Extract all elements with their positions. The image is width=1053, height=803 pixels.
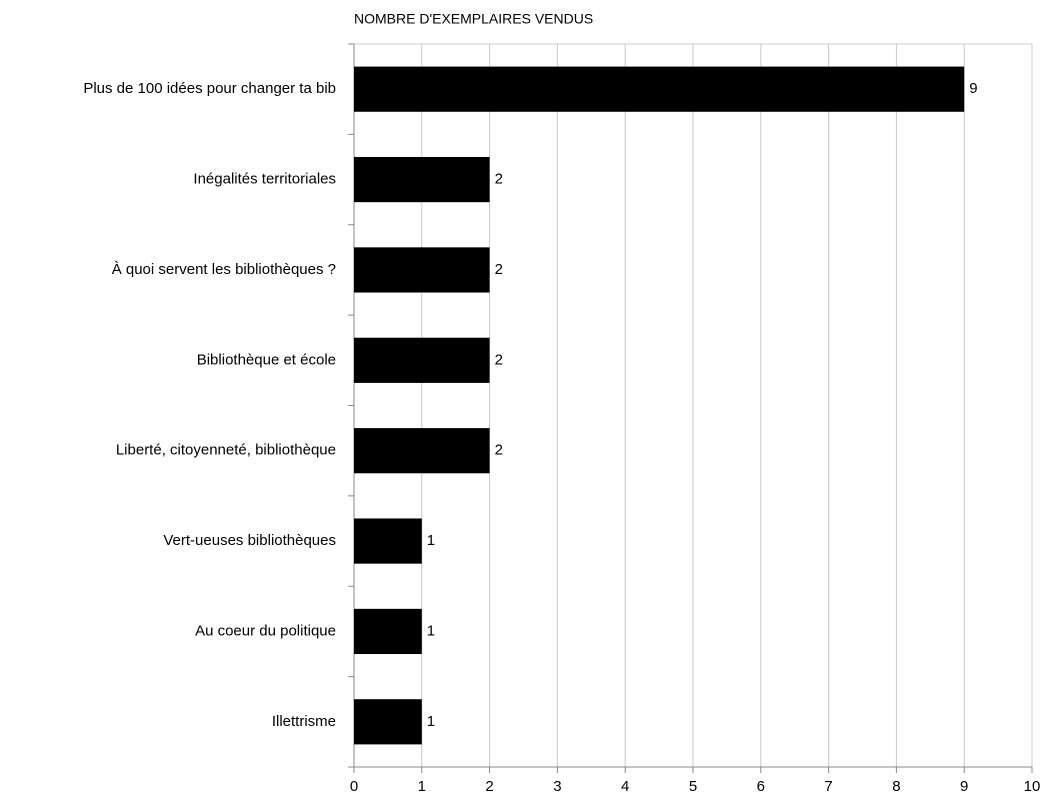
x-tick-label: 7 — [824, 778, 832, 795]
data-label: 9 — [969, 80, 977, 97]
y-tick-label: Au coeur du politique — [195, 622, 336, 639]
y-tick-label: Plus de 100 idées pour changer ta bib — [83, 80, 336, 97]
x-tick-label: 1 — [418, 778, 426, 795]
x-tick-label: 9 — [960, 778, 968, 795]
x-tick-label: 3 — [553, 778, 561, 795]
x-tick-label: 10 — [1024, 778, 1041, 795]
y-tick-label: Inégalités territoriales — [193, 171, 336, 188]
bar — [354, 699, 422, 745]
bar — [354, 156, 490, 203]
chart-title: NOMBRE D'EXEMPLAIRES VENDUS — [354, 11, 593, 27]
data-label: 2 — [495, 442, 503, 459]
x-tick-label: 5 — [689, 778, 697, 795]
x-tick-label: 6 — [757, 778, 765, 795]
y-tick-label: Bibliothèque et école — [197, 351, 336, 368]
bar — [354, 247, 490, 293]
x-tick-label: 8 — [892, 778, 900, 795]
data-label: 2 — [495, 261, 503, 278]
data-label: 1 — [427, 713, 435, 730]
bar — [354, 608, 422, 655]
y-tick-label: Liberté, citoyenneté, bibliothèque — [116, 442, 336, 459]
data-label: 2 — [495, 171, 503, 188]
x-tick-label: 0 — [350, 778, 358, 795]
data-label: 2 — [495, 351, 503, 368]
data-label: 1 — [427, 532, 435, 549]
data-label: 1 — [427, 622, 435, 639]
bar — [354, 66, 965, 112]
x-tick-label: 2 — [485, 778, 493, 795]
bar — [354, 337, 490, 383]
bar — [354, 428, 490, 474]
bar — [354, 518, 422, 564]
x-tick-label: 4 — [621, 778, 629, 795]
y-tick-label: Illettrisme — [272, 713, 336, 730]
y-tick-label: Vert-ueuses bibliothèques — [163, 532, 336, 549]
y-tick-label: À quoi servent les bibliothèques ? — [112, 261, 336, 278]
